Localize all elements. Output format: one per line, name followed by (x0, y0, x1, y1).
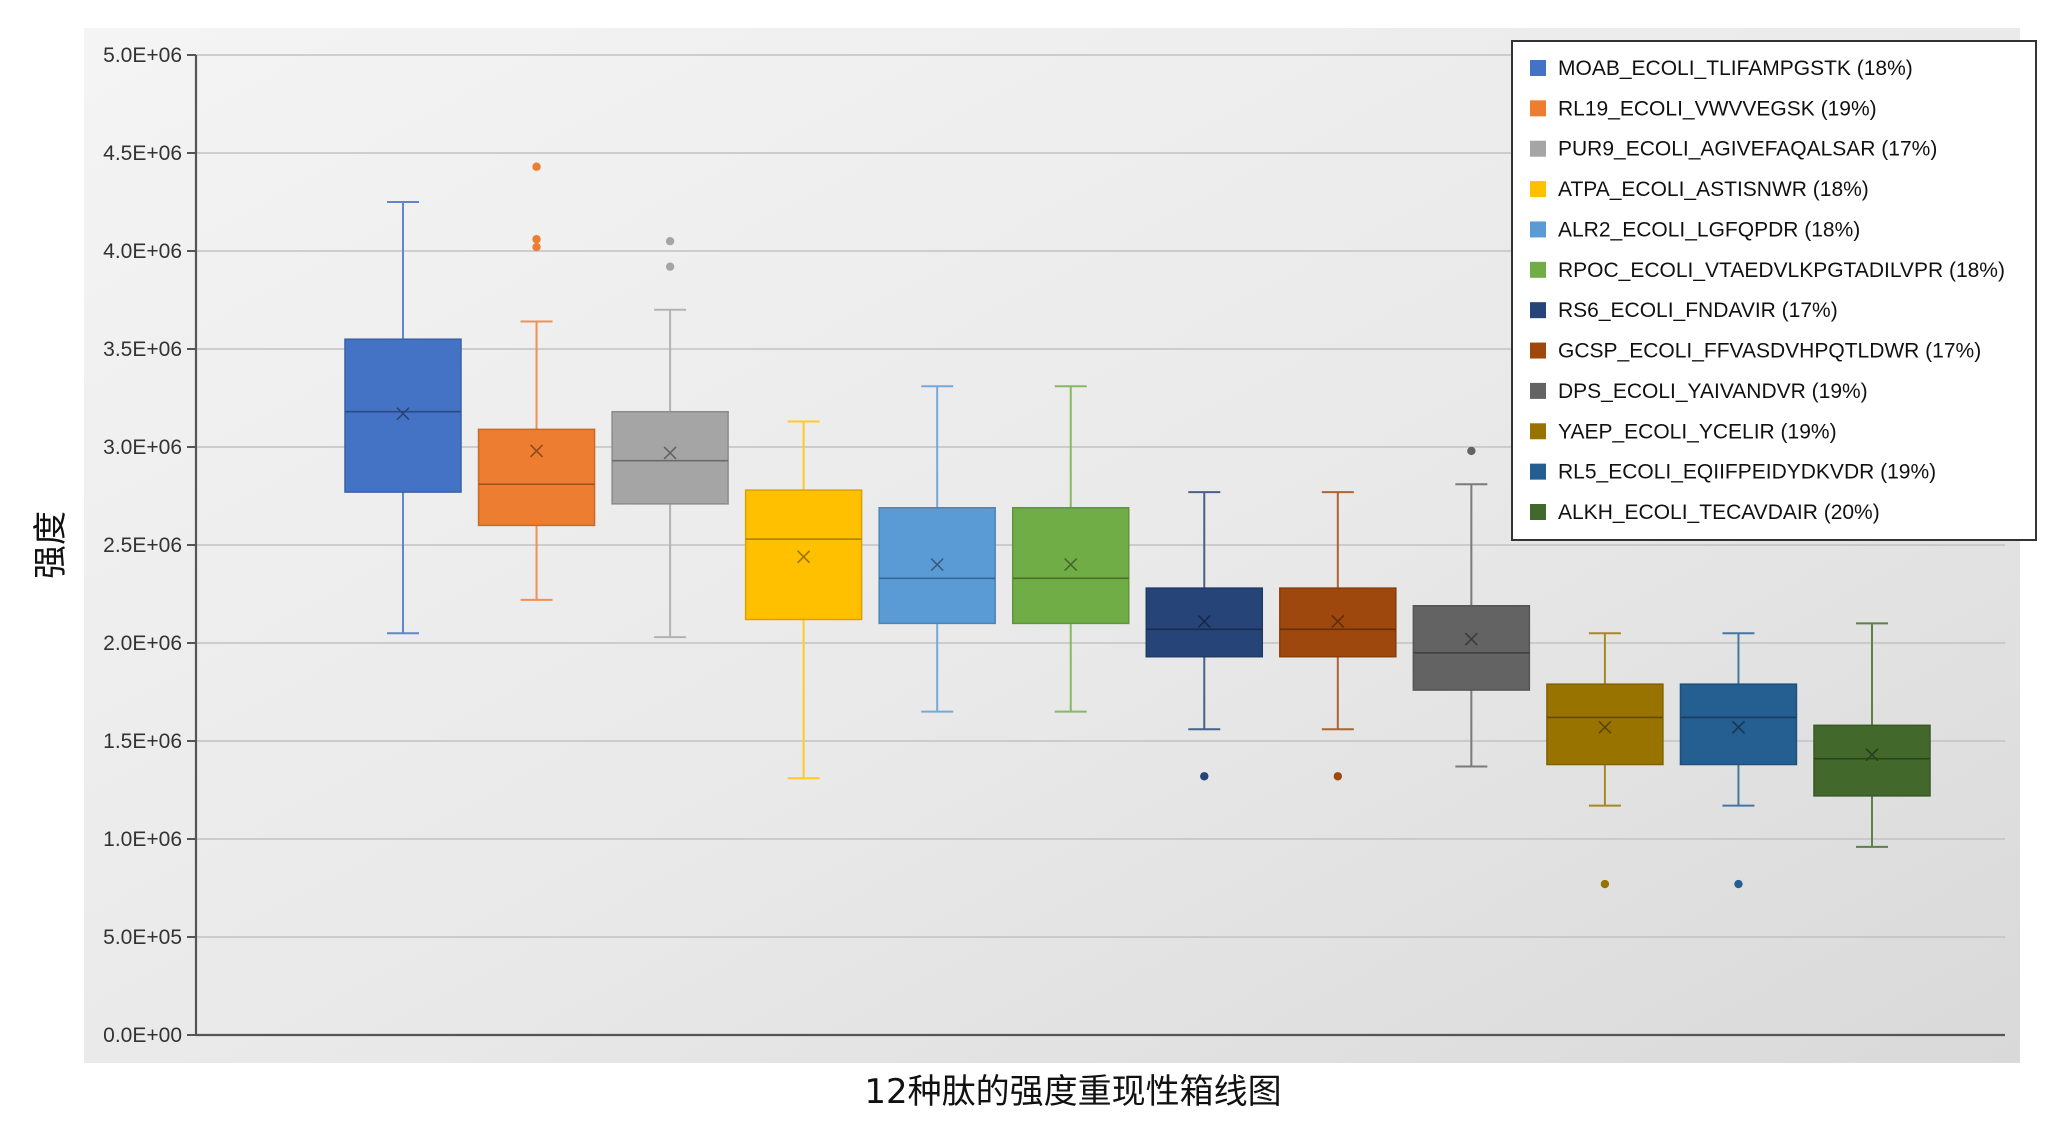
legend-item-3: PUR9_ECOLI_AGIVEFAQALSAR (17%) (1530, 138, 1937, 161)
y-tick-label: 0.0E+00 (103, 1024, 182, 1047)
legend-swatch (1530, 382, 1546, 399)
outlier-point (532, 242, 541, 252)
legend-item-5: ALR2_ECOLI_LGFQPDR (18%) (1530, 218, 1860, 241)
mean-marker (529, 444, 544, 458)
mean-marker (1064, 558, 1078, 572)
legend-item-7: RS6_ECOLI_FNDAVIR (17%) (1530, 299, 1838, 322)
chart-caption: 12种肽的强度重现性箱线图 (864, 1072, 1281, 1112)
box-series (344, 162, 1931, 889)
outlier-point (1333, 772, 1343, 781)
iqr-box (1679, 683, 1798, 766)
iqr-box (1546, 683, 1664, 766)
box-series-5 (878, 385, 996, 713)
legend-label: MOAB_ECOLI_TLIFAMPGSTK (18%) (1558, 57, 1913, 80)
y-tick-label: 2.0E+06 (103, 632, 182, 655)
iqr-box (1412, 605, 1531, 691)
legend: MOAB_ECOLI_TLIFAMPGSTK (18%) RL19_ECOLI_V… (1511, 40, 2037, 541)
box-series-12 (1813, 622, 1931, 848)
outlier-point (1200, 772, 1209, 781)
box-series-10 (1546, 632, 1664, 889)
mean-marker (797, 550, 811, 564)
mean-marker (396, 407, 410, 421)
legend-item-10: YAEP_ECOLI_YCELIR (19%) (1530, 420, 1837, 443)
outlier-point (532, 235, 541, 244)
legend-label: GCSP_ECOLI_FFVASDVHPQTLDWR (17%) (1558, 340, 1981, 363)
outlier-point (1467, 446, 1476, 456)
outlier-point (665, 237, 675, 246)
legend-item-11: RL5_ECOLI_EQIIFPEIDYDKVDR (19%) (1530, 461, 1936, 484)
legend-item-9: DPS_ECOLI_YAIVANDVR (19%) (1530, 380, 1868, 403)
legend-swatch (1530, 140, 1546, 157)
box-series-4 (744, 420, 863, 780)
legend-swatch (1530, 100, 1546, 117)
iqr-box (344, 338, 462, 493)
legend-label: ALKH_ECOLI_TECAVDAIR (20%) (1558, 501, 1880, 524)
box-series-7 (1145, 491, 1264, 781)
y-axis-title: 强度 (31, 511, 71, 579)
legend-label: ALR2_ECOLI_LGFQPDR (18%) (1558, 218, 1860, 241)
legend-item-4: ATPA_ECOLI_ASTISNWR (18%) (1530, 178, 1869, 201)
legend-swatch (1530, 221, 1546, 238)
axes (187, 54, 2005, 1037)
legend-label: ATPA_ECOLI_ASTISNWR (18%) (1558, 178, 1869, 201)
legend-swatch (1530, 463, 1546, 480)
box-series-8 (1279, 491, 1397, 781)
mean-marker (1598, 720, 1612, 734)
legend-box (1511, 40, 2037, 541)
outlier-point (1734, 879, 1743, 889)
legend-label: YAEP_ECOLI_YCELIR (19%) (1558, 420, 1837, 443)
y-tick-label: 4.0E+06 (103, 240, 182, 263)
mean-marker (930, 558, 944, 572)
outlier-point (532, 162, 541, 171)
box-series-6 (1011, 385, 1130, 713)
legend-item-1: MOAB_ECOLI_TLIFAMPGSTK (18%) (1530, 57, 1913, 80)
legend-label: RL5_ECOLI_EQIIFPEIDYDKVDR (19%) (1558, 461, 1936, 484)
y-tick-label: 3.0E+06 (103, 436, 182, 459)
legend-label: DPS_ECOLI_YAIVANDVR (19%) (1558, 380, 1868, 403)
y-tick-label: 1.0E+06 (103, 828, 182, 851)
outlier-point (665, 262, 675, 271)
legend-swatch (1530, 60, 1546, 76)
legend-label: RPOC_ECOLI_VTAEDVLKPGTADILVPR (18%) (1558, 259, 2005, 282)
legend-swatch (1530, 261, 1546, 278)
iqr-box (477, 428, 596, 527)
outlier-point (1600, 879, 1610, 889)
legend-item-2: RL19_ECOLI_VWVVEGSK (19%) (1530, 97, 1877, 120)
legend-swatch (1530, 302, 1546, 319)
mean-marker (663, 446, 677, 460)
legend-swatch (1530, 504, 1546, 520)
mean-marker (1731, 720, 1746, 734)
y-tick-label: 5.0E+06 (103, 44, 182, 67)
legend-swatch (1530, 423, 1546, 440)
legend-swatch (1530, 342, 1546, 359)
iqr-box (611, 410, 729, 505)
mean-marker (1197, 614, 1211, 629)
box-series-2 (477, 162, 596, 601)
iqr-box (1813, 724, 1931, 797)
legend-label: RL19_ECOLI_VWVVEGSK (19%) (1558, 97, 1877, 120)
mean-marker (1865, 748, 1879, 762)
y-tick-labels: 0.0E+00 5.0E+05 1.0E+06 1.5E+06 2.0E+06 2.5E+… (103, 44, 182, 1047)
y-tick-label: 1.5E+06 (103, 730, 182, 753)
legend-item-6: RPOC_ECOLI_VTAEDVLKPGTADILVPR (18%) (1530, 259, 2005, 282)
mean-marker (1464, 632, 1478, 646)
box-series-3 (611, 237, 729, 639)
box-series-1 (344, 201, 462, 635)
iqr-box (744, 489, 863, 621)
y-tick-label: 5.0E+05 (103, 926, 182, 949)
legend-label: PUR9_ECOLI_AGIVEFAQALSAR (17%) (1558, 138, 1937, 161)
legend-item-12: ALKH_ECOLI_TECAVDAIR (20%) (1530, 501, 1880, 524)
legend-item-8: GCSP_ECOLI_FFVASDVHPQTLDWR (17%) (1530, 340, 1981, 363)
legend-swatch (1530, 181, 1546, 198)
legend-label: RS6_ECOLI_FNDAVIR (17%) (1558, 299, 1838, 322)
y-tick-label: 4.5E+06 (103, 142, 182, 165)
box-series-9 (1412, 446, 1531, 768)
mean-marker (1331, 614, 1345, 629)
y-tick-label: 2.5E+06 (103, 534, 182, 557)
y-tick-label: 3.5E+06 (103, 338, 182, 361)
box-series-11 (1679, 632, 1798, 889)
